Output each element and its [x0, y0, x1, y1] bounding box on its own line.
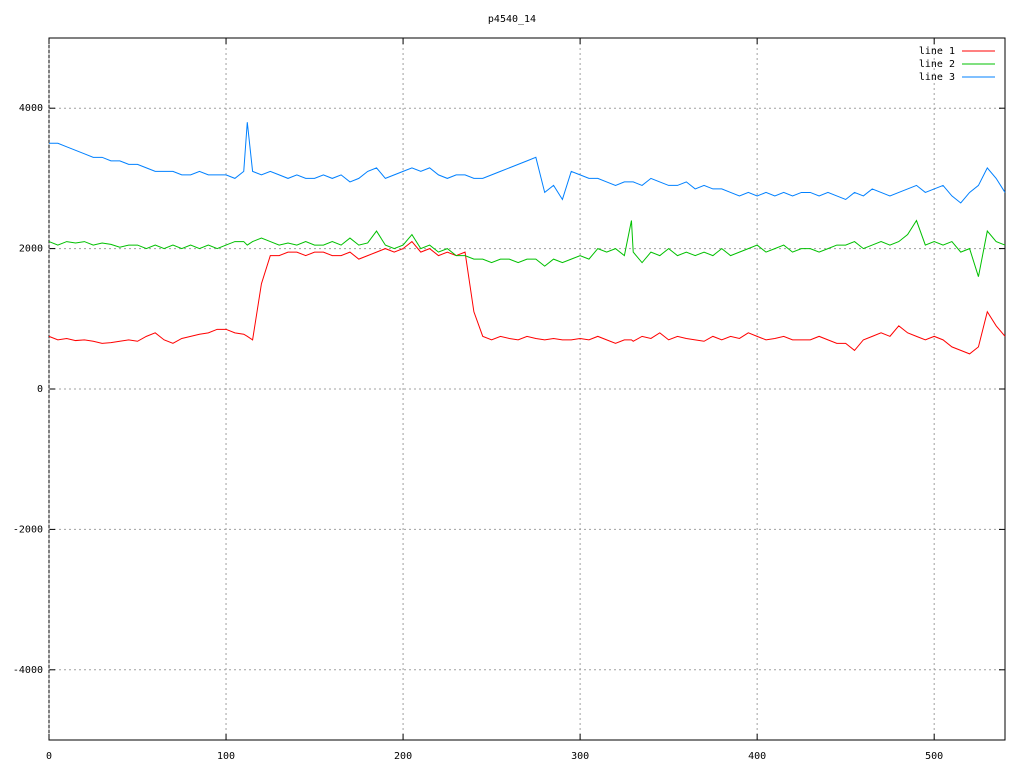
- y-tick-label: 4000: [19, 103, 43, 114]
- x-tick-label: 200: [394, 751, 412, 762]
- x-tick-label: 100: [217, 751, 235, 762]
- data-line: [48, 240, 1006, 355]
- y-tick-label: -2000: [13, 524, 43, 535]
- legend-label: line 3: [919, 72, 955, 83]
- x-tick-label: 300: [571, 751, 589, 762]
- y-tick-label: 0: [37, 384, 43, 395]
- data-line: [49, 122, 1006, 204]
- y-tick-label: -4000: [13, 665, 43, 676]
- x-tick-label: 0: [46, 751, 52, 762]
- legend-label: line 1: [919, 46, 955, 57]
- y-tick-label: 2000: [19, 244, 43, 255]
- x-tick-label: 400: [748, 751, 766, 762]
- data-line: [48, 219, 1006, 277]
- chart-title: p4540_14: [488, 14, 536, 25]
- x-tick-label: 500: [925, 751, 943, 762]
- legend-label: line 2: [919, 59, 955, 70]
